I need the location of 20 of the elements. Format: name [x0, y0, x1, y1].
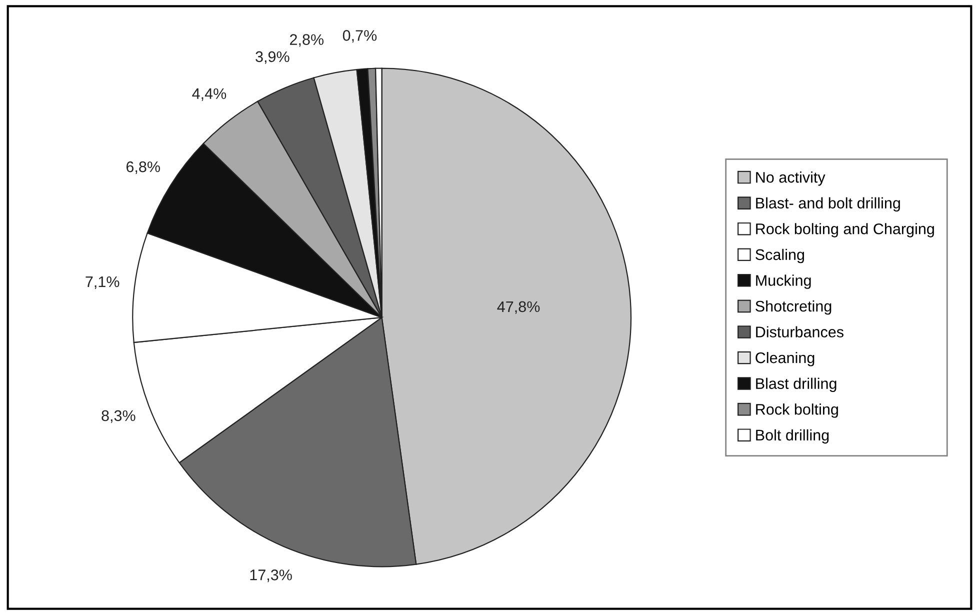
data-label: 47,8% — [497, 301, 540, 314]
legend-label: Shotcreting — [756, 300, 832, 315]
data-label: 3,9% — [256, 51, 290, 64]
legend-label: Disturbances — [756, 326, 844, 338]
legend-label: No activity — [756, 172, 826, 186]
legend-label: Cleaning — [756, 352, 814, 366]
data-label: 17,3% — [250, 570, 292, 582]
legend-label: Scaling — [756, 248, 804, 264]
data-label: 6,8% — [126, 161, 160, 174]
data-label: 2,8% — [290, 34, 324, 47]
legend-label: Rock bolting and Charging — [756, 223, 934, 238]
legend-label: Blast drilling — [756, 378, 836, 392]
data-label: 7,1% — [86, 276, 120, 289]
data-label: 0,7% — [342, 30, 377, 43]
legend-label: Mucking — [756, 274, 811, 289]
data-label: 8,3% — [102, 410, 136, 423]
data-label: 4,4% — [192, 88, 226, 101]
legend-label: Bolt drilling — [756, 429, 829, 444]
legend-label: Blast- and bolt drilling — [756, 197, 900, 212]
legend-label: Rock bolting — [756, 404, 838, 418]
